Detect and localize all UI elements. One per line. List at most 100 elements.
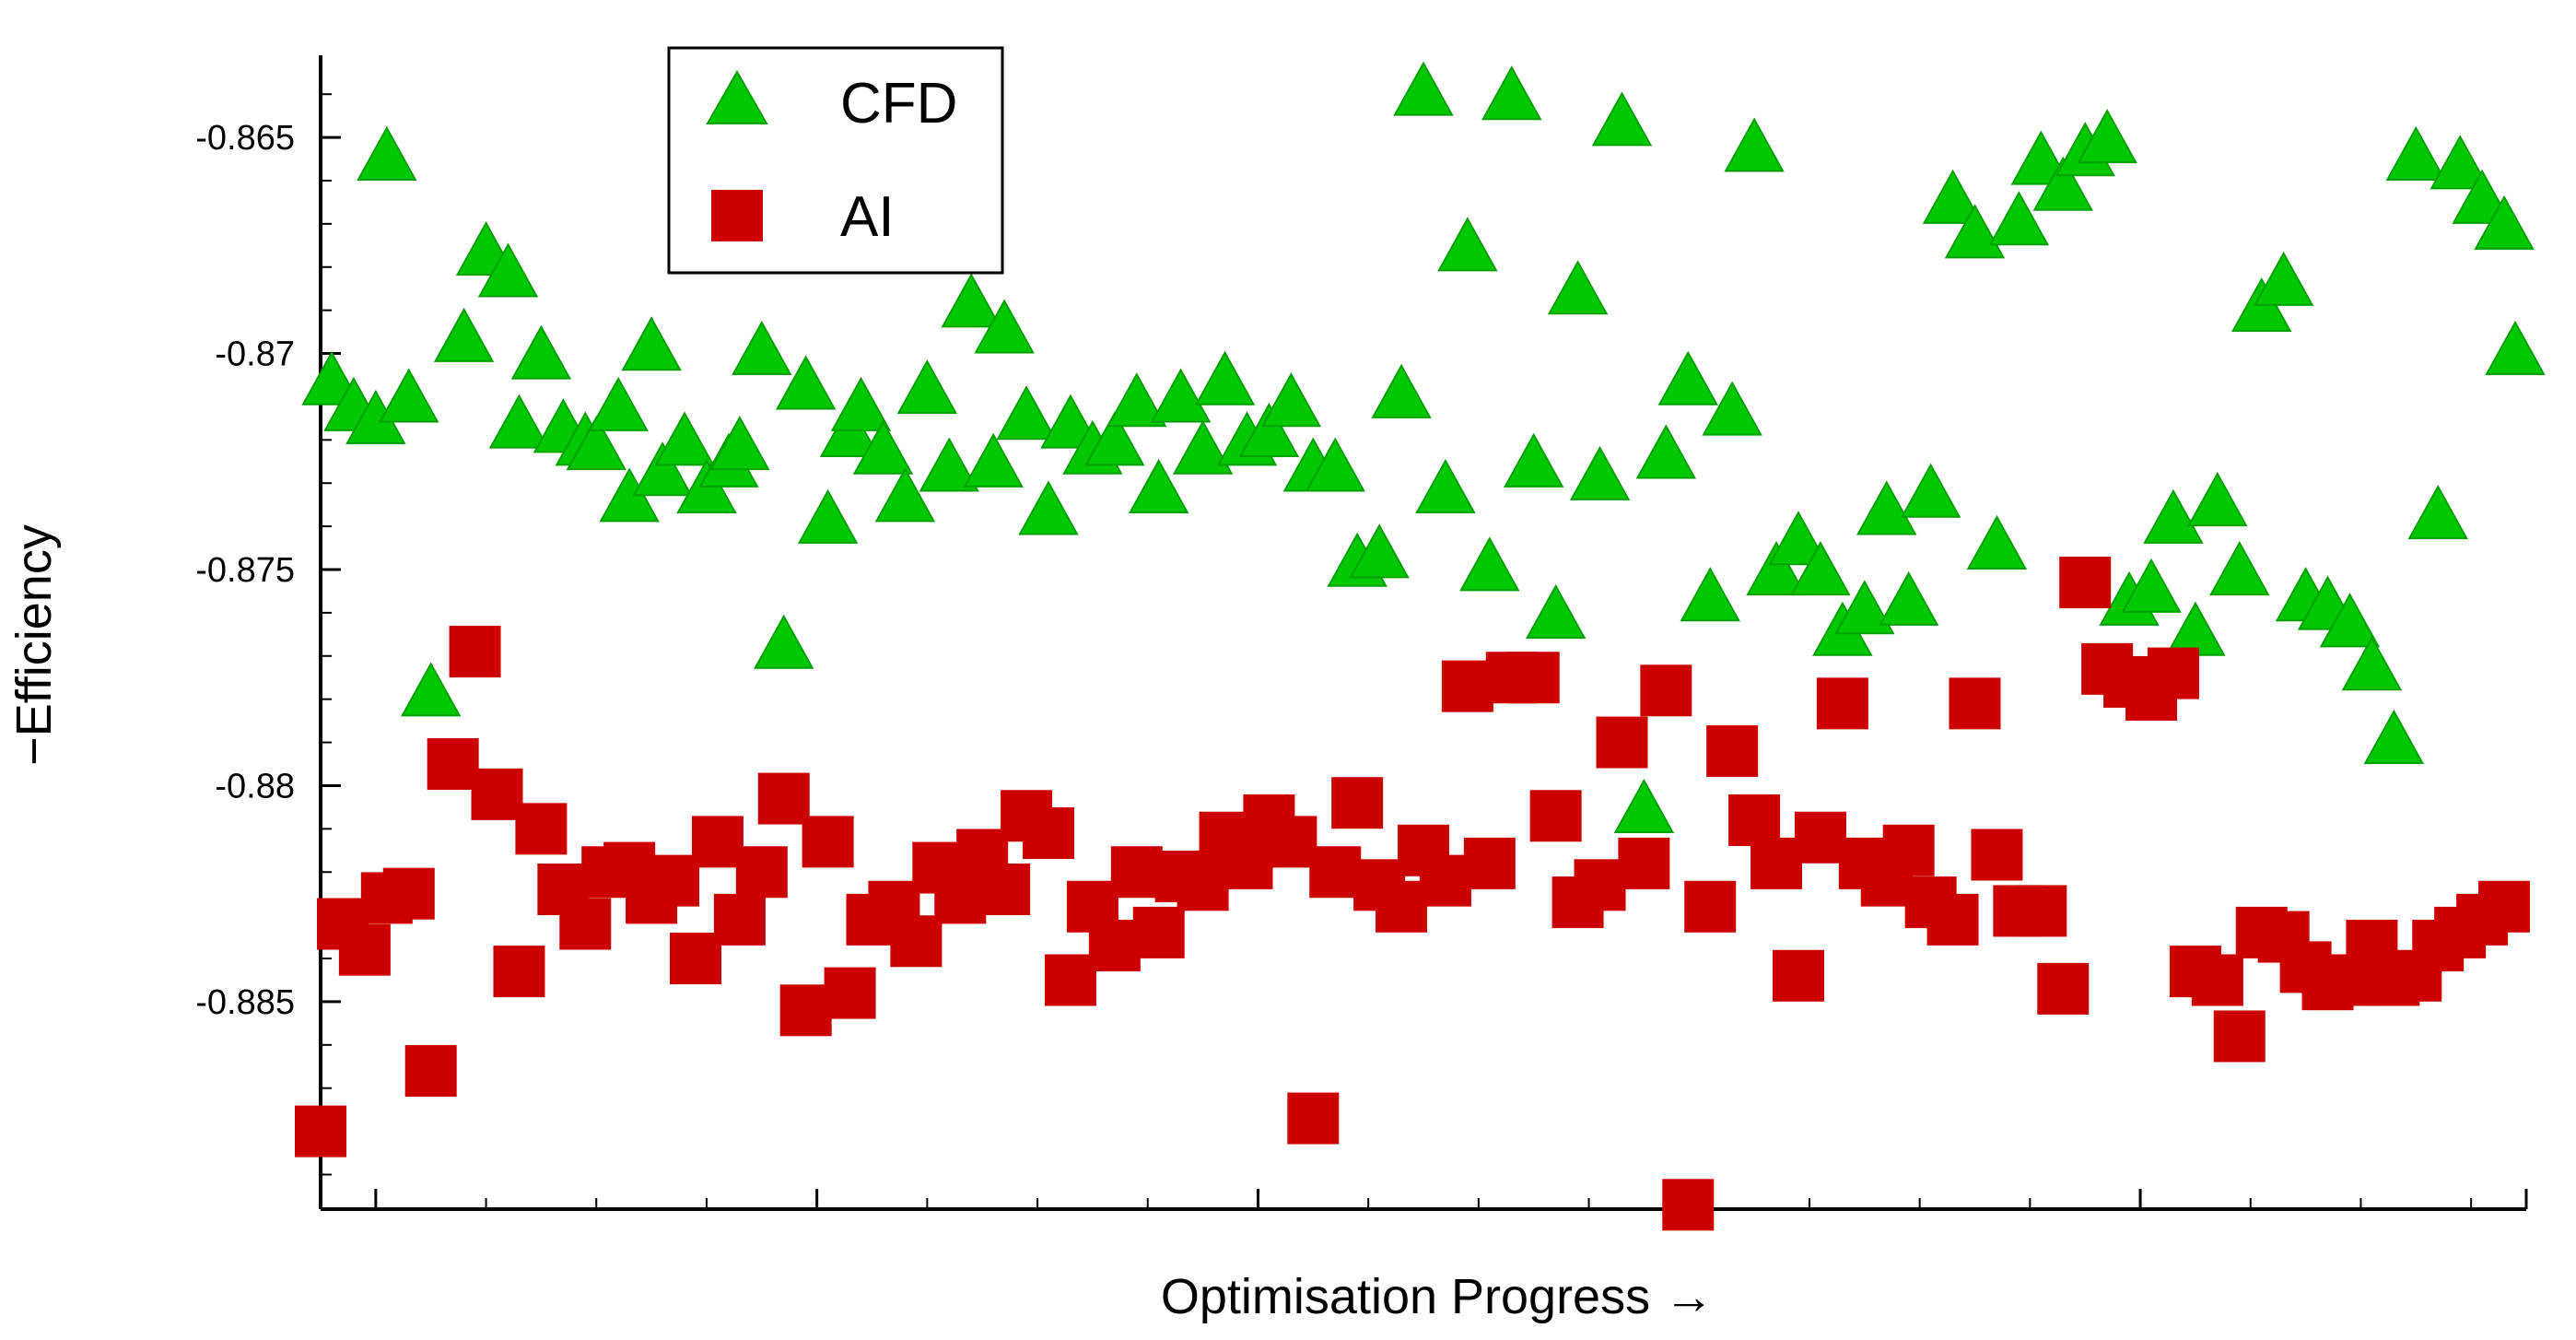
ai-point xyxy=(1023,807,1075,860)
cfd-point xyxy=(588,376,649,431)
ai-point xyxy=(493,946,545,998)
cfd-point xyxy=(1150,368,1212,423)
legend: CFD AI xyxy=(667,46,1004,275)
ai-point xyxy=(1331,777,1384,829)
ai-point xyxy=(824,967,876,1019)
ai-point xyxy=(2478,880,2531,933)
cfd-point xyxy=(1657,350,1718,406)
cfd-point xyxy=(974,299,1035,354)
cfd-point xyxy=(1172,419,1234,475)
ai-point xyxy=(1772,949,1824,1002)
cfd-point xyxy=(2385,125,2446,181)
cfd-point xyxy=(896,359,958,415)
cfd-point xyxy=(1988,191,2050,246)
cfd-point xyxy=(1018,480,1079,535)
ai-point xyxy=(471,768,523,820)
cfd-point xyxy=(1129,458,1189,514)
cfd-point xyxy=(919,437,979,492)
cfd-point xyxy=(1790,541,1851,596)
ai-point xyxy=(1110,846,1163,899)
cfd-point xyxy=(1415,458,1476,514)
ai-point xyxy=(1728,793,1781,846)
legend-cfd-marker xyxy=(706,69,768,124)
cfd-point xyxy=(2253,251,2314,306)
ai-point xyxy=(1132,906,1185,958)
ai-point xyxy=(890,915,943,968)
ai-point xyxy=(1684,880,1737,933)
y-tick-label: -0.88 xyxy=(215,767,295,805)
ai-point xyxy=(1971,829,2023,881)
cfd-point xyxy=(1746,541,1807,596)
ai-point xyxy=(1221,837,1273,889)
ai-point xyxy=(691,816,744,868)
ai-point xyxy=(1463,837,1516,889)
cfd-point xyxy=(1922,169,1984,224)
cfd-point xyxy=(1238,402,1300,458)
cfd-point xyxy=(654,411,715,466)
cfd-point xyxy=(1944,204,2006,259)
cfd-point xyxy=(433,307,495,362)
cfd-point xyxy=(1305,437,1365,492)
cfd-point xyxy=(2143,488,2204,544)
ai-point xyxy=(559,898,612,950)
y-tick-label: -0.875 xyxy=(195,551,295,590)
cfd-point xyxy=(1349,523,1410,579)
ai-point xyxy=(2037,962,2090,1015)
ai-point xyxy=(295,1105,346,1158)
ai-point xyxy=(2059,557,2112,609)
cfd-point xyxy=(488,394,550,449)
cfd-point xyxy=(1724,117,1785,172)
y-tick-label: -0.885 xyxy=(195,983,295,1022)
cfd-point xyxy=(1613,778,1675,833)
cfd-point xyxy=(1680,567,1740,622)
x-ticks xyxy=(374,1189,2528,1209)
ai-point xyxy=(1419,854,1471,907)
cfd-point xyxy=(852,419,914,475)
legend-ai-marker xyxy=(711,190,763,241)
cfd-point xyxy=(2077,109,2137,164)
ai-point xyxy=(1816,677,1868,730)
ai-point xyxy=(338,923,391,976)
cfd-point xyxy=(1878,570,1939,626)
cfd-point xyxy=(632,441,693,497)
cfd-point xyxy=(2430,135,2490,190)
cfd-point xyxy=(1547,260,1609,315)
cfd-point xyxy=(1569,445,1631,500)
legend-cfd-label: CFD xyxy=(840,72,957,135)
ai-point xyxy=(1640,664,1692,717)
cfd-point xyxy=(566,416,626,471)
ai-point xyxy=(1376,880,1428,933)
y-axis-title: −Efficiency xyxy=(6,524,62,766)
cfd-point xyxy=(2485,320,2546,375)
ai-point xyxy=(1265,816,1317,868)
ai-point xyxy=(427,738,479,791)
cfd-point xyxy=(2407,485,2468,540)
ai-point xyxy=(1794,811,1846,864)
cfd-point xyxy=(2209,541,2270,596)
ai-point xyxy=(1088,919,1141,971)
ai-point xyxy=(735,846,788,899)
cfd-point xyxy=(775,355,837,410)
cfd-point xyxy=(963,432,1024,488)
cfd-point xyxy=(1194,350,1256,406)
cfd-point xyxy=(621,316,682,371)
ai-point xyxy=(1507,652,1560,704)
cfd-point xyxy=(1393,61,1454,116)
cfd-point xyxy=(401,662,462,717)
cfd-point xyxy=(1702,381,1762,436)
cfd-point xyxy=(1107,372,1167,428)
ai-point xyxy=(934,872,987,924)
cfd-point xyxy=(1834,580,1895,635)
y-tick-label: -0.87 xyxy=(215,335,295,374)
cfd-point xyxy=(1437,217,1498,272)
cfd-point xyxy=(709,416,770,471)
cfd-point xyxy=(2319,593,2381,648)
cfd-point xyxy=(830,376,892,431)
ai-point xyxy=(1662,1179,1715,1231)
series-ai xyxy=(295,557,2531,1231)
ai-point xyxy=(1177,859,1229,911)
cfd-point xyxy=(1525,583,1587,639)
ai-point xyxy=(2213,1010,2266,1063)
